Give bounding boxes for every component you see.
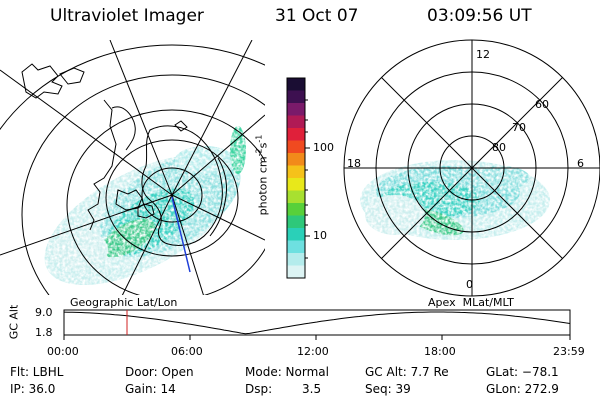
- mlt-18-label: 18: [347, 157, 361, 170]
- coastline: [21, 63, 227, 246]
- apex-map-label: Apex MLat/MLT: [428, 296, 514, 309]
- mlt-12-label: 12: [476, 48, 490, 61]
- geographic-map-label: Geographic Lat/Lon: [70, 296, 178, 309]
- alt-ymin-label: 1.8: [35, 326, 53, 339]
- colorbar-band: [287, 253, 305, 266]
- colorbar-band: [287, 203, 305, 216]
- filter-value: Flt: LBHL: [10, 365, 64, 379]
- x-tick-2359: 23:59: [553, 345, 585, 358]
- altitude-plot: [63, 309, 571, 340]
- ip-value: IP: 36.0: [10, 382, 56, 396]
- x-tick-1200: 12:00: [297, 345, 329, 358]
- instrument-title: Ultraviolet Imager: [50, 6, 204, 26]
- geo-longitude-value: GLon: 272.9: [486, 382, 559, 396]
- polar-grid: [343, 39, 600, 297]
- geo-grid: [0, 40, 265, 295]
- geo-latitude-value: GLat: −78.1: [486, 365, 559, 379]
- colorbar-band: [287, 178, 305, 191]
- date-label: 31 Oct 07: [275, 6, 359, 26]
- colorbar-band: [287, 240, 305, 254]
- mlat-80-label: 80: [492, 141, 506, 154]
- x-tick-0000: 00:00: [47, 345, 79, 358]
- mlt-6-label: 6: [577, 157, 584, 170]
- gc-alt-value: GC Alt: 7.7 Re: [365, 365, 449, 379]
- colorbar-frame: [286, 77, 310, 279]
- mode-value: Mode: Normal: [245, 365, 329, 379]
- dsp-value: 3.5: [302, 382, 322, 396]
- mlat-70-label: 70: [512, 121, 526, 134]
- dsp-label: Dsp:: [245, 382, 273, 396]
- colorbar-band: [287, 90, 305, 104]
- time-axis-ticks: [63, 335, 571, 340]
- colorbar-band: [287, 128, 305, 141]
- mlat-60-label: 60: [535, 98, 549, 111]
- x-tick-0600: 06:00: [171, 345, 203, 358]
- colorbar-tick-10: 10: [313, 229, 327, 242]
- colorbar-band: [287, 115, 305, 129]
- colorbar-band: [287, 165, 305, 179]
- sequence-value: Seq: 39: [365, 382, 411, 396]
- colorbar-band: [287, 78, 305, 91]
- colorbar: [287, 78, 305, 279]
- gain-value: Gain: 14: [125, 382, 176, 396]
- x-tick-1800: 18:00: [424, 345, 456, 358]
- gc-alt-axis-label: GC Alt: [7, 304, 21, 340]
- noon-meridian-line: [171, 196, 191, 273]
- colorbar-band: [287, 153, 305, 166]
- time-label: 03:09:56 UT: [427, 6, 532, 26]
- altitude-curve: [63, 311, 571, 335]
- colorbar-band: [287, 228, 305, 241]
- geographic-map: [0, 40, 265, 295]
- colorbar-tick-100: 100: [313, 141, 334, 154]
- right-aurora: [360, 160, 550, 240]
- left-aurora: [44, 126, 246, 286]
- colorbar-band: [287, 140, 305, 154]
- colorbar-band: [287, 103, 305, 116]
- alt-ymax-label: 9.0: [35, 306, 53, 319]
- colorbar-band: [287, 265, 305, 279]
- colorbar-unit-label: photon cm-2s-1: [254, 134, 270, 216]
- door-status: Door: Open: [125, 365, 194, 379]
- colorbar-band: [287, 190, 305, 204]
- apex-polar-map: [343, 39, 600, 297]
- colorbar-band: [287, 215, 305, 229]
- mlt-0-label: 0: [466, 278, 473, 291]
